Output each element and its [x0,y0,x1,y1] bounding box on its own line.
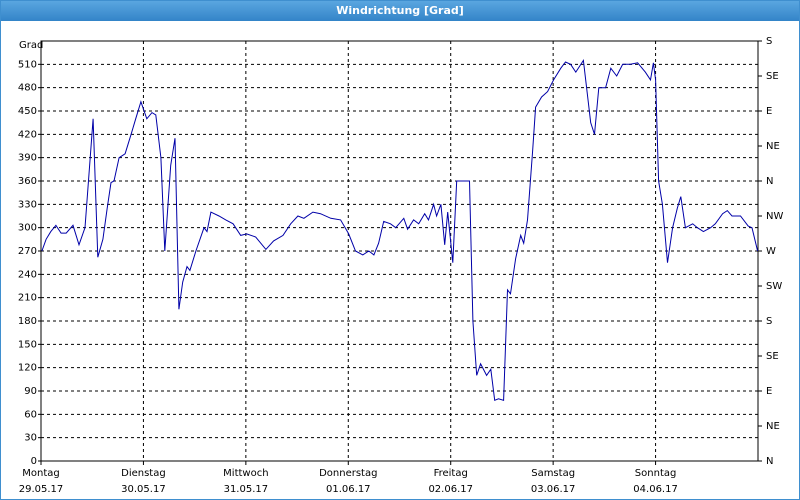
x-tick-date: 04.06.17 [633,484,678,495]
y-tick-label: 420 [18,129,37,140]
x-tick-label: Dienstag [121,468,166,479]
title-bar: Windrichtung [Grad] [1,1,799,21]
x-tick-date: 01.06.17 [326,484,371,495]
y-tick-label: 240 [18,269,37,280]
chart: Grad 0 30 60 90 120 150 180 210 240 270 300 330 360 3… [18,36,784,495]
y-tick-label: 300 [18,223,37,234]
y-tick-label: 90 [24,386,37,397]
x-tick-date: 30.05.17 [121,484,166,495]
y-tick-label: 390 [18,153,37,164]
y2-tick-label: NE [766,421,780,432]
y-tick-label: 120 [18,363,37,374]
x-tick-date: 03.06.17 [531,484,576,495]
x-tick-date: 29.05.17 [19,484,64,495]
y2-tick-label: NW [766,211,783,222]
y2-tick-label: N [766,456,773,467]
x-tick-label: Donnerstag [319,468,377,479]
x-tick-label: Freitag [434,468,468,479]
y-tick-label: 210 [18,293,37,304]
y-tick-label: 180 [18,316,37,327]
y2-tick-label: S [766,316,772,327]
x-tick-date: 02.06.17 [428,484,473,495]
x-tick-label: Sonntag [635,468,677,479]
y-tick-label: 270 [18,246,37,257]
y-tick-label: 480 [18,83,37,94]
y-axis-label: Grad [19,40,43,51]
y-tick-label: 60 [24,409,37,420]
plot-frame [40,40,759,462]
y-tick-label: 30 [24,433,37,444]
x-tick-label: Samstag [531,468,575,479]
y2-tick-label: NE [766,141,780,152]
y2-tick-label: E [766,106,772,117]
y-tick-label: 330 [18,199,37,210]
y-tick-label: 360 [18,176,37,187]
y2-tick-label: SW [766,281,782,292]
y2-tick-label: E [766,386,772,397]
y-tick-label: 510 [18,59,37,70]
y-tick-label: 450 [18,106,37,117]
y-tick-label: 150 [18,339,37,350]
y2-tick-label: SE [766,351,779,362]
x-tick-date: 31.05.17 [224,484,269,495]
x-tick-label: Montag [22,468,59,479]
y-tick-label: 0 [31,456,37,467]
y2-tick-label: W [766,246,776,257]
x-tick-label: Mittwoch [223,468,268,479]
data-line [41,58,759,402]
y2-tick-label: N [766,176,773,187]
y2-tick-label: SE [766,71,779,82]
y2-tick-label: S [766,36,772,47]
